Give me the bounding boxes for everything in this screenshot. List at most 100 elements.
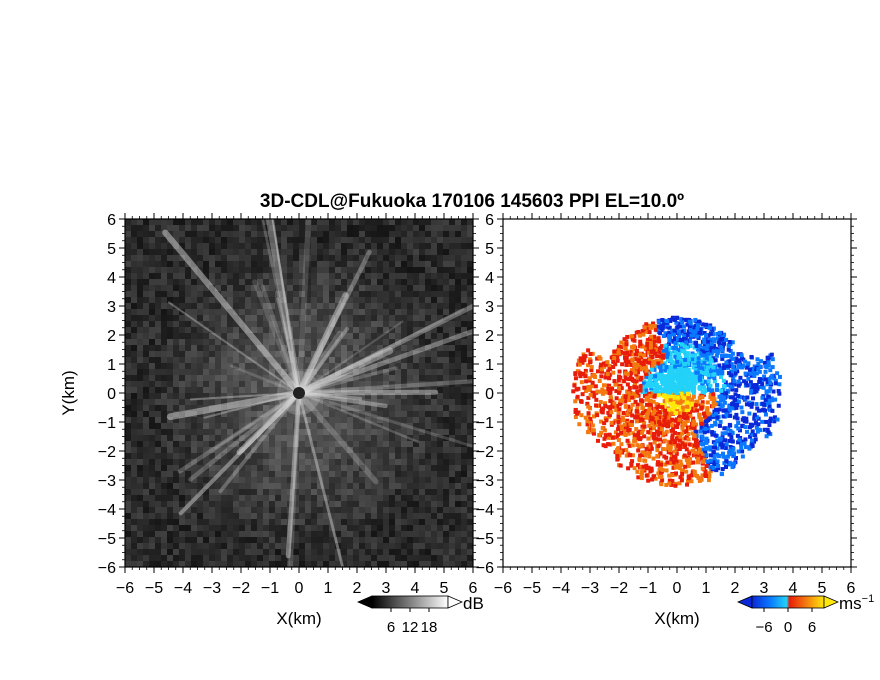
intensity-cell <box>377 543 383 549</box>
intensity-cell <box>137 225 143 231</box>
intensity-cell <box>461 267 467 273</box>
intensity-cell <box>263 459 269 465</box>
velocity-cell <box>659 482 664 487</box>
intensity-cell <box>287 255 293 261</box>
intensity-cell <box>275 405 281 411</box>
velocity-cell <box>603 416 608 421</box>
intensity-cell <box>293 453 299 459</box>
intensity-cell <box>335 225 341 231</box>
intensity-cell <box>209 369 215 375</box>
intensity-cell <box>377 399 383 405</box>
intensity-cell <box>179 561 185 567</box>
intensity-cell <box>395 333 401 339</box>
intensity-cell <box>401 423 407 429</box>
intensity-cell <box>281 531 287 537</box>
intensity-cell <box>401 369 407 375</box>
intensity-cell <box>317 489 323 495</box>
intensity-cell <box>197 435 203 441</box>
intensity-cell <box>269 273 275 279</box>
intensity-cell <box>377 387 383 393</box>
intensity-cell <box>359 261 365 267</box>
intensity-cell <box>437 495 443 501</box>
velocity-cell <box>641 381 646 386</box>
intensity-cell <box>299 525 305 531</box>
velocity-cell <box>594 397 599 402</box>
velocity-cell <box>749 373 754 378</box>
intensity-cell <box>437 339 443 345</box>
intensity-cell <box>401 495 407 501</box>
intensity-cell <box>161 237 167 243</box>
intensity-cell <box>167 261 173 267</box>
intensity-cell <box>329 549 335 555</box>
intensity-cell <box>449 525 455 531</box>
intensity-cell <box>419 441 425 447</box>
velocity-cell <box>642 329 647 334</box>
intensity-cell <box>425 357 431 363</box>
intensity-cell <box>365 525 371 531</box>
intensity-cell <box>395 369 401 375</box>
intensity-cell <box>467 489 473 495</box>
intensity-cell <box>401 531 407 537</box>
intensity-cell <box>389 513 395 519</box>
intensity-cell <box>449 237 455 243</box>
intensity-cell <box>233 507 239 513</box>
intensity-cell <box>443 285 449 291</box>
intensity-cell <box>401 387 407 393</box>
intensity-cell <box>467 237 473 243</box>
intensity-cell <box>275 399 281 405</box>
intensity-cell <box>233 519 239 525</box>
intensity-cell <box>209 351 215 357</box>
intensity-cell <box>191 303 197 309</box>
intensity-cell <box>401 453 407 459</box>
intensity-cell <box>131 399 137 405</box>
intensity-cell <box>191 561 197 567</box>
intensity-cell <box>395 363 401 369</box>
velocity-cell <box>675 424 680 429</box>
intensity-cell <box>149 237 155 243</box>
intensity-cell <box>395 405 401 411</box>
velocity-cell <box>625 382 630 387</box>
intensity-cell <box>221 273 227 279</box>
intensity-cell <box>317 363 323 369</box>
intensity-cell <box>419 435 425 441</box>
intensity-cell <box>239 231 245 237</box>
intensity-cell <box>179 435 185 441</box>
intensity-cell <box>323 243 329 249</box>
intensity-cell <box>461 471 467 477</box>
intensity-cell <box>323 561 329 567</box>
intensity-cell <box>431 273 437 279</box>
intensity-cell <box>197 279 203 285</box>
intensity-cell <box>131 459 137 465</box>
velocity-cell <box>677 432 682 437</box>
intensity-cell <box>329 237 335 243</box>
intensity-cell <box>395 381 401 387</box>
intensity-cell <box>257 237 263 243</box>
intensity-cell <box>257 351 263 357</box>
velocity-cell <box>705 400 710 405</box>
intensity-cell <box>455 237 461 243</box>
intensity-cell <box>443 261 449 267</box>
intensity-cell <box>449 441 455 447</box>
intensity-cell <box>191 387 197 393</box>
intensity-cell <box>419 471 425 477</box>
intensity-cell <box>257 231 263 237</box>
intensity-cell <box>425 369 431 375</box>
intensity-cell <box>317 471 323 477</box>
intensity-cell <box>443 483 449 489</box>
intensity-cell <box>305 315 311 321</box>
intensity-cell <box>275 429 281 435</box>
intensity-cell <box>311 363 317 369</box>
intensity-cell <box>431 441 437 447</box>
intensity-cell <box>161 399 167 405</box>
intensity-cell <box>203 225 209 231</box>
intensity-cell <box>203 525 209 531</box>
velocity-cell <box>672 336 677 341</box>
velocity-cell <box>590 380 595 385</box>
intensity-cell <box>191 267 197 273</box>
intensity-cell <box>263 291 269 297</box>
intensity-cell <box>287 465 293 471</box>
intensity-cell <box>293 549 299 555</box>
intensity-cell <box>449 261 455 267</box>
intensity-cell <box>431 537 437 543</box>
intensity-cell <box>449 279 455 285</box>
